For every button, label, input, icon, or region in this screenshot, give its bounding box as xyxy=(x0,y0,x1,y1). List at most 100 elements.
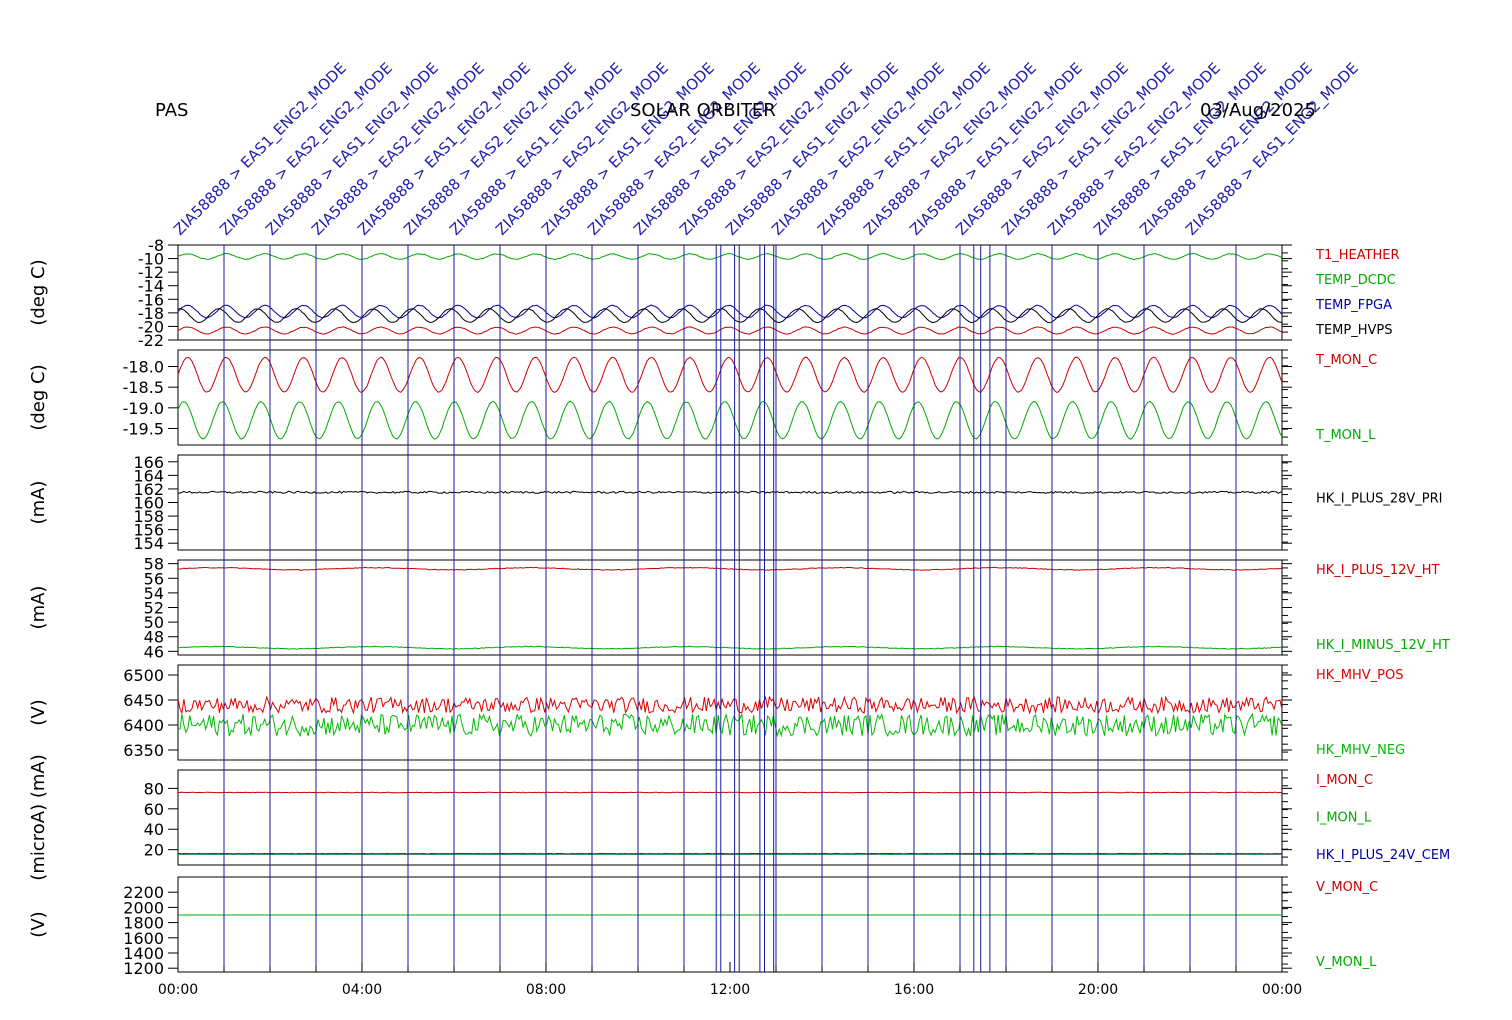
y-tick-label: 6350 xyxy=(123,741,164,760)
series-line-temp-dcdc xyxy=(177,252,1283,261)
series-line-temp-fpga xyxy=(177,304,1283,319)
panel-frame xyxy=(177,559,1283,656)
legend-entry: HK_I_MINUS_12V_HT xyxy=(1316,638,1450,653)
legend-entry: T_MON_C xyxy=(1315,353,1377,368)
y-tick-label: 1400 xyxy=(123,944,164,963)
y-tick-label: 166 xyxy=(133,453,164,472)
series-line-hk-mhv-pos xyxy=(177,695,1283,715)
panel-frame xyxy=(177,349,1283,446)
x-tick-label: 04:00 xyxy=(342,982,382,998)
series-line-t-mon-c xyxy=(177,356,1283,394)
y-tick-label: -10 xyxy=(138,250,164,269)
legend-entry: HK_MHV_POS xyxy=(1316,668,1404,683)
panel-unit-label: (deg C) xyxy=(28,259,49,325)
y-tick-label: -14 xyxy=(138,277,164,296)
x-tick-label: 16:00 xyxy=(894,982,934,998)
series-line-t1-heather xyxy=(177,326,1283,335)
series-line-temp-hvps xyxy=(177,307,1283,324)
series-line-hk-i-minus-12v-ht xyxy=(177,645,1283,650)
panel-1: -8-10-12-14-16-18-20-22 (deg C) T1_HEATHER… xyxy=(28,236,1400,350)
legend-entry: HK_I_PLUS_24V_CEM xyxy=(1316,848,1450,863)
y-tick-label: 46 xyxy=(144,642,164,661)
y-tick-label: 2000 xyxy=(123,898,164,917)
y-tick-label: 54 xyxy=(144,584,164,603)
y-tick-label: -16 xyxy=(138,290,164,309)
panel-unit-label: (V) xyxy=(28,699,49,725)
legend-entry: HK_MHV_NEG xyxy=(1316,743,1405,758)
series-line-t-mon-l xyxy=(177,400,1283,440)
y-tick-label: 58 xyxy=(144,555,164,574)
y-tick-label: 6400 xyxy=(123,716,164,735)
y-tick-label: -18.0 xyxy=(123,358,164,377)
legend-entry: T1_HEATHER xyxy=(1315,248,1400,263)
panel-unit-label: (mA) xyxy=(28,481,49,525)
header-instrument: PAS xyxy=(155,100,188,121)
y-tick-label: 52 xyxy=(144,599,164,618)
panel-unit-label: (mA) xyxy=(28,586,49,630)
y-tick-label: 156 xyxy=(133,521,164,540)
y-tick-label: -18 xyxy=(138,304,164,323)
x-tick-label: 08:00 xyxy=(526,982,566,998)
panel-frame xyxy=(177,876,1283,973)
legend-entry: HK_I_PLUS_28V_PRI xyxy=(1316,492,1442,507)
y-tick-label: 160 xyxy=(133,494,164,513)
y-tick-label: -19.0 xyxy=(123,399,164,418)
y-tick-label: -20 xyxy=(138,317,164,336)
panel-unit-label: (deg C) xyxy=(28,364,49,430)
x-tick-label: 20:00 xyxy=(1078,982,1118,998)
panel-frame xyxy=(177,769,1283,866)
y-tick-label: 1800 xyxy=(123,914,164,933)
panel-unit-label: (microA) (mA) xyxy=(28,754,49,880)
y-tick-label: 6450 xyxy=(123,691,164,710)
x-tick-label: 00:00 xyxy=(158,982,198,998)
header-date: 03/Aug/2025 xyxy=(1200,100,1316,121)
y-tick-label: 48 xyxy=(144,628,164,647)
y-tick-label: 56 xyxy=(144,569,164,588)
y-tick-label: 40 xyxy=(144,820,164,839)
y-tick-label: 154 xyxy=(133,534,164,553)
y-tick-label: 20 xyxy=(144,841,164,860)
y-tick-label: 60 xyxy=(144,800,164,819)
panel-unit-label: (V) xyxy=(28,911,49,937)
legend-entry: TEMP_DCDC xyxy=(1315,273,1396,288)
header-mission: SOLAR ORBITER xyxy=(630,100,776,121)
series-line-hk-mhv-neg xyxy=(178,712,1283,738)
y-tick-label: 164 xyxy=(133,466,164,485)
y-tick-label: 1200 xyxy=(123,959,164,978)
x-tick-label: 00:00 xyxy=(1262,982,1302,998)
legend-entry: V_MON_C xyxy=(1316,880,1378,895)
panel-frame xyxy=(177,664,1283,761)
legend-entry: I_MON_C xyxy=(1316,773,1373,788)
legend-entry: T_MON_L xyxy=(1315,428,1376,443)
legend-entry: HK_I_PLUS_12V_HT xyxy=(1316,563,1440,578)
panel-2: -18.0-18.5 -19.0-19.5 (deg C) T_MON_C T_MON_… xyxy=(28,349,1377,446)
series-line-hk-i-plus-28v-pri xyxy=(178,490,1283,494)
legend-entry: V_MON_L xyxy=(1316,955,1377,970)
y-tick-label: 6500 xyxy=(123,666,164,685)
y-tick-label: 158 xyxy=(133,507,164,526)
legend-entry: TEMP_FPGA xyxy=(1315,298,1392,313)
y-tick-label: 162 xyxy=(133,480,164,499)
y-tick-label: -8 xyxy=(148,236,164,255)
y-tick-label: -18.5 xyxy=(123,378,164,397)
event-line-layer xyxy=(223,245,1237,972)
series-line-i-mon-c xyxy=(177,791,1283,794)
series-line-hk-i-plus-12v-ht xyxy=(177,566,1283,571)
panel-frame xyxy=(177,454,1283,551)
y-tick-label: 80 xyxy=(144,779,164,798)
legend-entry: TEMP_HVPS xyxy=(1315,323,1392,338)
legend-entry: I_MON_L xyxy=(1316,811,1372,826)
y-tick-label: 50 xyxy=(144,613,164,632)
y-tick-label: 1600 xyxy=(123,929,164,948)
y-tick-label: 2200 xyxy=(123,883,164,902)
x-tick-label: 12:00 xyxy=(710,982,750,998)
y-tick-label: -12 xyxy=(138,263,164,282)
panel-frame xyxy=(177,244,1283,341)
x-axis: 00:00 04:00 08:00 12:00 16:00 20:00 00:00 xyxy=(158,962,1302,998)
y-tick-label: -22 xyxy=(138,331,164,350)
y-tick-label: -19.5 xyxy=(123,419,164,438)
